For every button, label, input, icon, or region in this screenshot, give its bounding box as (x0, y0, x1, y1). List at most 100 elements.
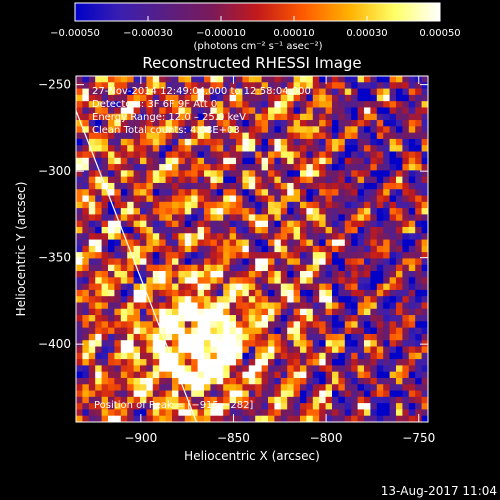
heatmap-cell (184, 346, 192, 354)
heatmap-cell (120, 239, 128, 247)
heatmap-cell (184, 233, 192, 241)
heatmap-cell (415, 403, 423, 410)
heatmap-cell (197, 220, 205, 228)
heatmap-cell (293, 88, 301, 96)
heatmap-cell (88, 390, 96, 398)
heatmap-cell (236, 113, 243, 121)
heatmap-cell (389, 195, 397, 203)
heatmap-cell (242, 214, 250, 222)
heatmap-cell (338, 107, 346, 115)
heatmap-cell (364, 289, 371, 297)
heatmap-cell (191, 340, 199, 348)
heatmap-cell (357, 365, 365, 373)
heatmap-cell (261, 365, 269, 373)
heatmap-cell (338, 170, 346, 178)
heatmap-cell (248, 94, 256, 102)
heatmap-cell (332, 94, 339, 102)
heatmap-cell (82, 289, 90, 297)
heatmap-cell (82, 271, 90, 278)
heatmap-cell (101, 214, 109, 222)
heatmap-cell (108, 252, 115, 259)
heatmap-cell (268, 170, 275, 178)
heatmap-cell (255, 164, 263, 171)
heatmap-cell (261, 82, 269, 90)
heatmap-cell (255, 233, 263, 241)
heatmap-cell (204, 182, 211, 190)
heatmap-cell (210, 189, 218, 197)
heatmap-cell (216, 208, 224, 215)
heatmap-cell (88, 359, 96, 366)
heatmap-cell (127, 271, 135, 278)
heatmap-cell (172, 396, 179, 404)
heatmap-cell (127, 321, 135, 329)
heatmap-cell (344, 82, 352, 90)
heatmap-cell (236, 245, 243, 253)
heatmap-cell (383, 346, 391, 354)
heatmap-cell (370, 264, 378, 272)
heatmap-cell (76, 107, 83, 115)
heatmap-cell (421, 94, 428, 102)
heatmap-cell (165, 94, 173, 102)
heatmap-cell (127, 132, 135, 140)
heatmap-cell (287, 352, 295, 360)
heatmap-cell (152, 346, 160, 354)
heatmap-cell (101, 113, 109, 121)
heatmap-cell (280, 132, 288, 140)
heatmap-cell (408, 208, 416, 215)
heatmap-cell (197, 346, 205, 354)
heatmap-cell (402, 327, 410, 335)
heatmap-cell (140, 220, 147, 228)
heatmap-cell (229, 126, 237, 134)
heatmap-cell (332, 208, 339, 215)
heatmap-cell (319, 289, 327, 297)
heatmap-cell (191, 176, 199, 184)
heatmap-cell (280, 252, 288, 259)
heatmap-cell (197, 182, 205, 190)
heatmap-cell (344, 189, 352, 197)
heatmap-cell (383, 384, 391, 392)
heatmap-cell (383, 377, 391, 385)
heatmap-cell (191, 94, 199, 102)
heatmap-cell (114, 189, 122, 197)
heatmap-cell (261, 346, 269, 354)
heatmap-cell (178, 277, 186, 285)
heatmap-cell (165, 359, 173, 366)
heatmap-cell (133, 277, 141, 285)
heatmap-cell (146, 409, 154, 417)
heatmap-cell (197, 76, 205, 83)
heatmap-cell (421, 365, 428, 373)
heatmap-cell (357, 208, 365, 215)
heatmap-cell (236, 283, 243, 291)
heatmap-cell (312, 233, 320, 241)
heatmap-cell (312, 333, 320, 341)
heatmap-cell (165, 189, 173, 197)
heatmap-cell (287, 302, 295, 310)
heatmap-cell (133, 289, 141, 297)
heatmap-cell (332, 321, 339, 329)
heatmap-cell (402, 371, 410, 379)
heatmap-cell (396, 315, 403, 322)
heatmap-cell (229, 88, 237, 96)
heatmap-cell (255, 396, 263, 404)
heatmap-cell (248, 377, 256, 385)
heatmap-cell (146, 371, 154, 379)
heatmap-cell (255, 333, 263, 341)
heatmap-cell (255, 220, 263, 228)
heatmap-cell (268, 283, 275, 291)
heatmap-cell (88, 157, 96, 165)
heatmap-cell (306, 164, 314, 171)
heatmap-cell (140, 271, 147, 278)
heatmap-cell (88, 271, 96, 278)
heatmap-cell (351, 264, 359, 272)
heatmap-cell (159, 195, 167, 203)
heatmap-cell (332, 384, 339, 392)
heatmap-cell (88, 101, 96, 108)
x-tick-label: −750 (402, 431, 435, 445)
heatmap-cell (210, 226, 218, 234)
heatmap-cell (76, 214, 83, 222)
heatmap-cell (415, 283, 423, 291)
heatmap-cell (120, 352, 128, 360)
heatmap-cell (216, 277, 224, 285)
heatmap-cell (172, 94, 179, 102)
heatmap-cell (127, 377, 135, 385)
